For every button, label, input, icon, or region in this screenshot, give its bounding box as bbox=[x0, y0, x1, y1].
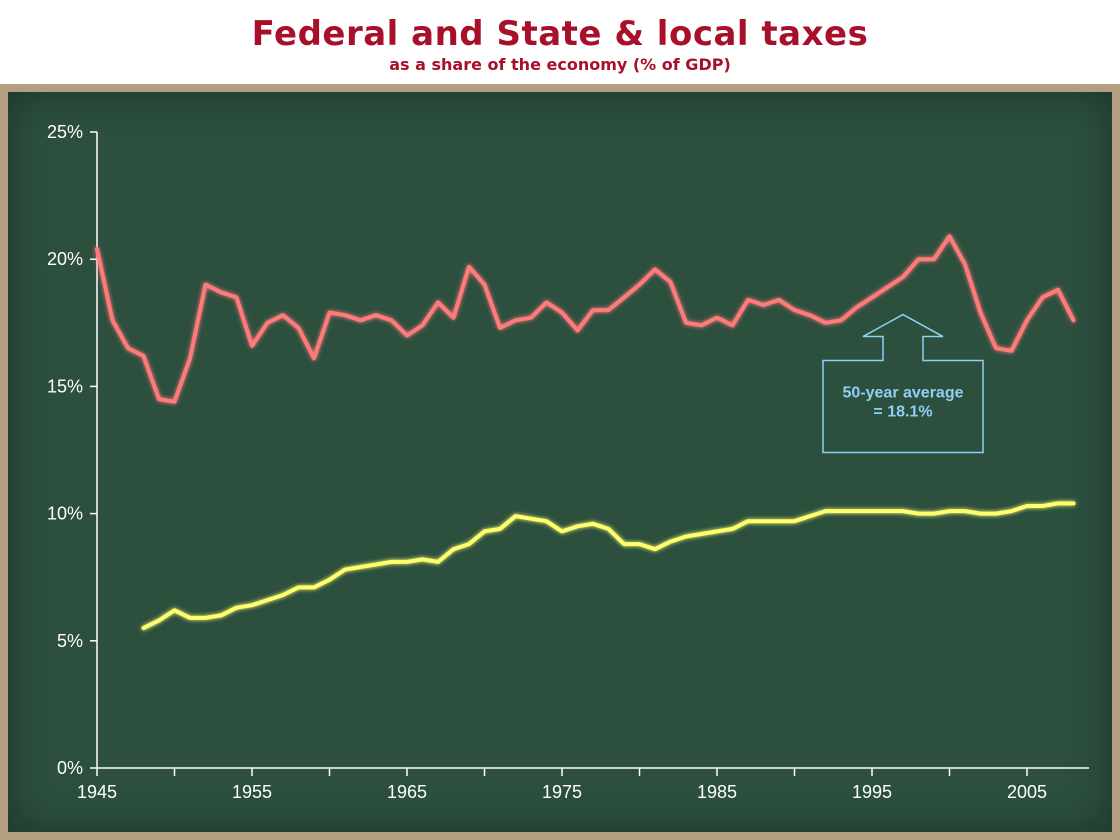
axes: 0% 5% 10% 15% 20% 25% 1945 1955 1965 1975 1985 1995… bbox=[47, 122, 1089, 802]
callout-line-2: = 18.1% bbox=[873, 404, 932, 421]
y-tick-label: 15% bbox=[47, 376, 83, 396]
callout-line-1: 50-year average bbox=[843, 385, 964, 402]
x-tick-label: 1985 bbox=[697, 782, 737, 802]
x-tick-label: 1995 bbox=[852, 782, 892, 802]
x-tick-label: 1955 bbox=[232, 782, 272, 802]
y-tick-label: 20% bbox=[47, 249, 83, 269]
chalkboard bbox=[8, 92, 1112, 832]
series-layer bbox=[95, 234, 1076, 631]
tax-share-chart: 0% 5% 10% 15% 20% 25% 1945 1955 1965 1975 1985 1995… bbox=[47, 122, 1089, 802]
callout-arrow-box bbox=[822, 313, 984, 454]
x-tick-label: 1945 bbox=[77, 782, 117, 802]
chalkboard-frame bbox=[0, 84, 1120, 840]
series-line-state-local-taxes bbox=[141, 501, 1076, 631]
x-tick-label: 1965 bbox=[387, 782, 427, 802]
page-subtitle: as a share of the economy (% of GDP) bbox=[389, 55, 731, 74]
page-title: Federal and State & local taxes bbox=[251, 14, 869, 54]
series-line-total-taxes bbox=[95, 234, 1076, 404]
y-tick-label: 25% bbox=[47, 122, 83, 142]
x-tick-label: 2005 bbox=[1007, 782, 1047, 802]
average-callout: 50-year average = 18.1% bbox=[822, 313, 984, 454]
y-tick-label: 5% bbox=[57, 631, 83, 651]
y-tick-label: 0% bbox=[57, 758, 83, 778]
x-tick-label: 1975 bbox=[542, 782, 582, 802]
y-tick-label: 10% bbox=[47, 504, 83, 524]
